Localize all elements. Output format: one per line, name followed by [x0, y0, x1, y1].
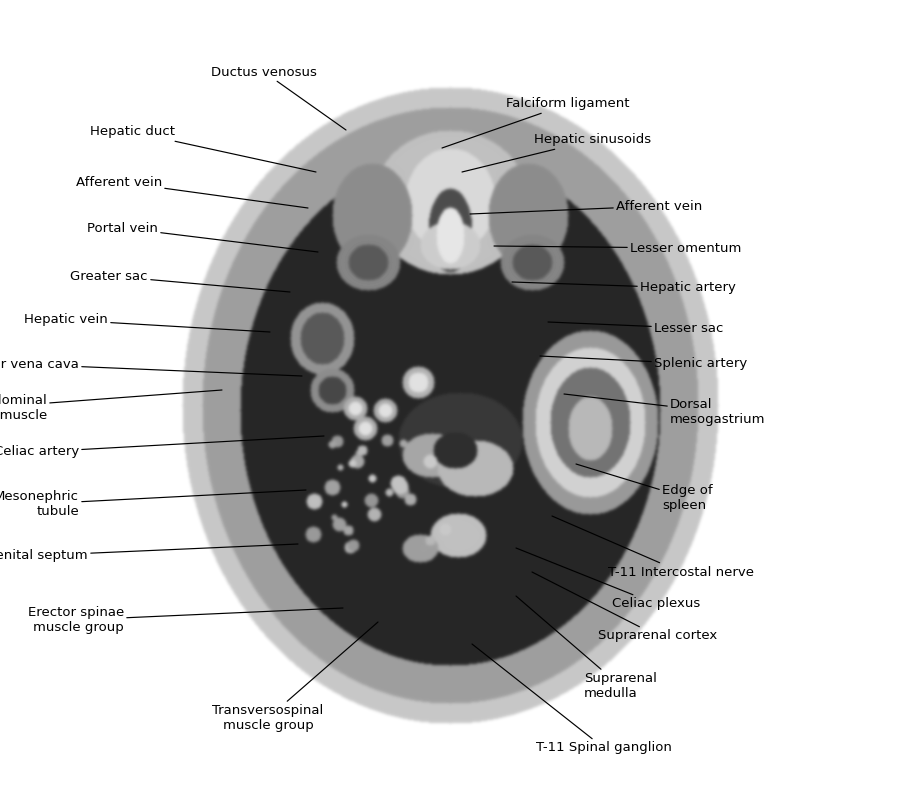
Text: Inferior vena cava: Inferior vena cava: [0, 358, 302, 376]
Text: Falciform ligament: Falciform ligament: [442, 98, 629, 148]
Text: Edge of
spleen: Edge of spleen: [576, 464, 713, 512]
Text: T-11 Spinal ganglion: T-11 Spinal ganglion: [472, 644, 672, 754]
Text: Suprarenal cortex: Suprarenal cortex: [532, 572, 717, 642]
Text: Suprarenal
medulla: Suprarenal medulla: [516, 596, 657, 700]
Text: Mesonephric
tubule: Mesonephric tubule: [0, 490, 306, 518]
Text: Splenic artery: Splenic artery: [540, 356, 747, 370]
Text: Afferent vein: Afferent vein: [470, 199, 702, 214]
Text: Transversospinal
muscle group: Transversospinal muscle group: [212, 622, 378, 732]
Text: Ductus venosus: Ductus venosus: [212, 66, 346, 130]
Text: Lesser omentum: Lesser omentum: [494, 242, 742, 254]
Text: Hepatic vein: Hepatic vein: [24, 314, 270, 332]
Text: Dorsal
mesogastrium: Dorsal mesogastrium: [564, 394, 766, 426]
Text: Urogenital septum: Urogenital septum: [0, 544, 298, 562]
Text: Hepatic duct: Hepatic duct: [90, 126, 316, 172]
Text: Portal vein: Portal vein: [87, 222, 318, 252]
Text: External abdominal
oblique muscle: External abdominal oblique muscle: [0, 390, 222, 422]
Text: Hepatic sinusoids: Hepatic sinusoids: [462, 134, 651, 172]
Text: Celiac artery: Celiac artery: [0, 436, 324, 458]
Text: Afferent vein: Afferent vein: [76, 175, 308, 208]
Text: Hepatic artery: Hepatic artery: [512, 282, 736, 294]
Text: Erector spinae
muscle group: Erector spinae muscle group: [28, 606, 343, 634]
Text: Lesser sac: Lesser sac: [548, 322, 724, 334]
Text: Greater sac: Greater sac: [70, 270, 290, 292]
Text: T-11 Intercostal nerve: T-11 Intercostal nerve: [552, 516, 754, 578]
Text: Celiac plexus: Celiac plexus: [516, 548, 700, 610]
